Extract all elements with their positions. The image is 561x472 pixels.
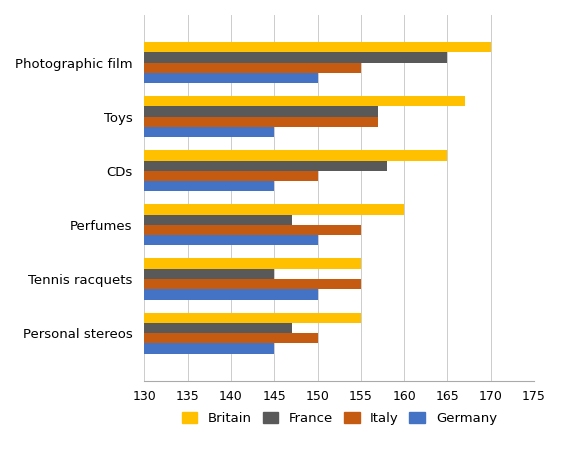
Bar: [144, 215, 292, 225]
Legend: Britain, France, Italy, Germany: Britain, France, Italy, Germany: [178, 408, 501, 429]
Bar: [144, 150, 448, 160]
Bar: [144, 225, 361, 235]
Bar: [144, 344, 274, 354]
Bar: [144, 52, 448, 63]
Bar: [144, 171, 318, 181]
Bar: [144, 323, 292, 333]
Bar: [144, 73, 318, 83]
Bar: [144, 235, 318, 245]
Bar: [144, 279, 361, 289]
Bar: [144, 289, 318, 300]
Bar: [144, 160, 387, 171]
Bar: [144, 107, 378, 117]
Bar: [144, 42, 491, 52]
Bar: [144, 312, 361, 323]
Bar: [144, 204, 404, 215]
Bar: [144, 259, 361, 269]
Bar: [144, 181, 274, 191]
Bar: [144, 63, 361, 73]
Bar: [144, 269, 274, 279]
Bar: [144, 96, 465, 107]
Bar: [144, 117, 378, 127]
Bar: [144, 127, 274, 137]
Bar: [144, 333, 318, 344]
